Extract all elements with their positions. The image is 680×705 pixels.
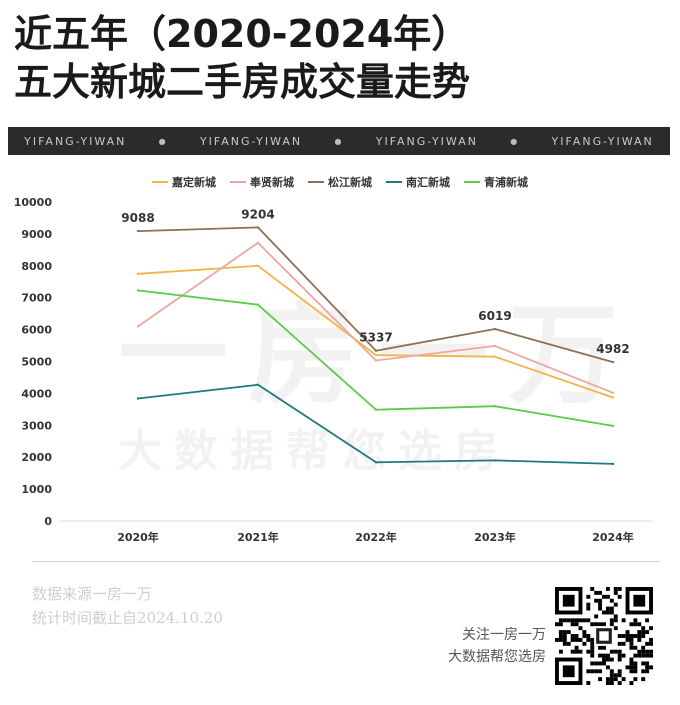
data-point [493,327,497,331]
chart-legend: 嘉定新城 奉贤新城 松江新城 南汇新城 青浦新城 [0,174,680,190]
line-chart: 0 1000 2000 3000 4000 5000 6000 7000 8000 9000 100… [14,196,652,544]
y-tick-label: 1000 [21,483,52,496]
follow-note: 关注一房一万 大数据帮您选房 [448,624,546,668]
data-point [493,405,497,408]
data-point [493,355,497,358]
banner-text: YIFANG-YIWAN [24,134,127,148]
legend-item: 奉贤新城 [230,174,294,190]
follow-label: 关注一房一万 [462,627,546,643]
title-line-2: 五大新城二手房成交量走势 [14,60,471,104]
banner-dot-icon: ● [334,136,344,146]
data-point [136,272,140,275]
banner-text: YIFANG-YIWAN [551,134,654,148]
page-title: 近五年（2020-2024年） 五大新城二手房成交量走势 [14,10,470,106]
banner-dot-icon: ● [510,136,520,146]
data-point [374,349,378,352]
data-label: 5337 [359,331,392,345]
data-point [136,229,140,233]
legend-swatch [308,181,324,183]
banner-text: YIFANG-YIWAN [199,134,303,148]
series-line [137,383,614,465]
source-note: 数据来源一房一万 统计时间截止自2024.10.20 [32,582,223,630]
data-point [611,360,615,364]
x-tick-label: 2020年 [117,530,159,544]
y-tick-label: 6000 [21,324,52,337]
y-tick-label: 5000 [21,356,52,369]
footer-divider [32,561,660,562]
legend-item: 松江新城 [308,174,372,190]
data-point [136,397,140,400]
data-label: 4982 [596,342,629,356]
data-point [611,462,615,466]
data-point [136,325,140,328]
y-tick-label: 9000 [21,228,52,241]
data-point [374,359,378,362]
x-tick-label: 2024年 [592,530,634,544]
x-tick-label: 2023年 [474,530,516,544]
data-point [493,459,497,462]
data-point [611,396,615,399]
data-point [611,424,615,428]
legend-item: 青浦新城 [464,174,528,190]
legend-label: 南汇新城 [406,176,450,189]
data-point [374,408,378,411]
data-label: 9204 [241,207,274,221]
legend-swatch [152,181,168,183]
data-point [374,353,378,357]
legend-swatch [386,181,402,183]
y-tick-label: 7000 [21,292,52,305]
data-point [256,303,260,306]
legend-swatch [230,181,246,183]
qr-code-icon[interactable] [555,587,653,685]
title-line-1: 近五年（2020-2024年） [14,12,470,56]
data-point [256,241,260,244]
data-point [256,383,260,386]
y-tick-label: 4000 [21,387,52,400]
series-line [137,289,614,427]
series-line [137,241,614,394]
legend-swatch [464,181,480,183]
data-point [256,264,260,267]
x-tick-label: 2021年 [237,530,279,544]
y-tick-label: 3000 [21,419,52,432]
legend-label: 奉贤新城 [250,176,294,189]
data-point [136,289,140,292]
data-point [611,391,615,394]
data-label: 9088 [121,211,154,225]
y-tick-label: 0 [44,515,52,528]
brand-banner: YIFANG-YIWAN ● YIFANG-YIWAN ● YIFANG-YIW… [8,127,670,155]
y-tick-label: 2000 [21,451,52,464]
source-label: 数据来源一房一万 [32,585,153,603]
banner-text: YIFANG-YIWAN [375,134,478,148]
slogan-label: 大数据帮您选房 [448,649,546,665]
banner-dot-icon: ● [158,136,168,146]
data-point [493,344,497,348]
y-tick-label: 8000 [21,260,52,273]
data-label: 6019 [478,309,511,323]
legend-item: 南汇新城 [386,174,450,190]
data-point [374,461,378,464]
cutoff-date-label: 统计时间截止自2024.10.20 [32,609,223,627]
legend-label: 青浦新城 [484,176,528,189]
data-point [256,226,260,229]
y-tick-label: 10000 [14,196,53,209]
legend-label: 嘉定新城 [172,176,216,189]
legend-item: 嘉定新城 [152,174,216,190]
legend-label: 松江新城 [328,176,372,189]
x-tick-label: 2022年 [355,530,397,544]
